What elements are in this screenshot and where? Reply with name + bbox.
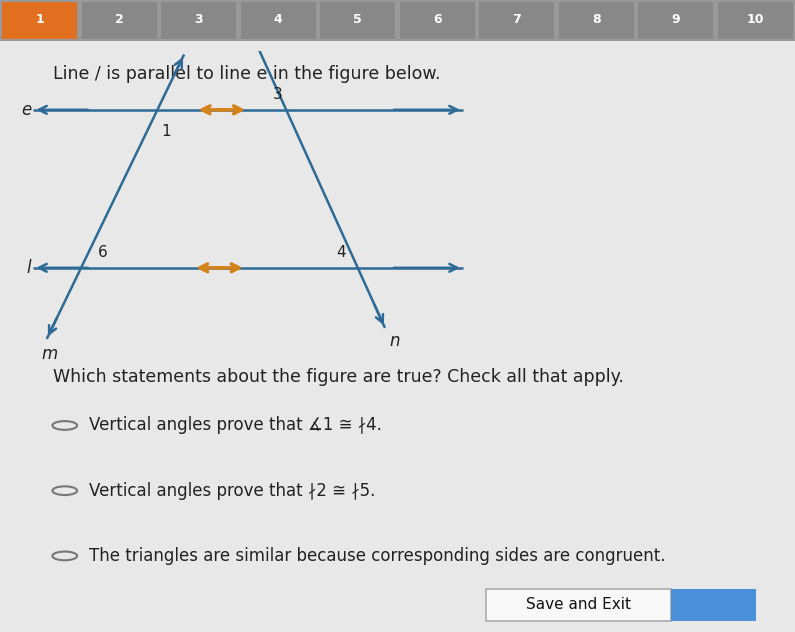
Text: 6: 6	[433, 13, 441, 26]
Text: Vertical angles prove that ∤2 ≅ ∤5.: Vertical angles prove that ∤2 ≅ ∤5.	[90, 482, 376, 500]
Text: 9: 9	[672, 13, 680, 26]
Text: n: n	[390, 332, 400, 349]
Text: Which statements about the figure are true? Check all that apply.: Which statements about the figure are tr…	[53, 368, 624, 386]
Bar	[718, 2, 793, 39]
Text: 7: 7	[512, 13, 522, 26]
Text: 6: 6	[98, 245, 107, 260]
Text: 3: 3	[195, 13, 203, 26]
Bar	[638, 2, 713, 39]
Bar	[671, 588, 756, 621]
Bar	[241, 2, 316, 39]
Bar	[320, 2, 395, 39]
Bar	[400, 2, 475, 39]
Text: Save and Exit: Save and Exit	[526, 597, 631, 612]
Bar	[82, 2, 157, 39]
Bar	[559, 2, 634, 39]
Bar	[161, 2, 236, 39]
Text: 8: 8	[592, 13, 600, 26]
Text: l: l	[26, 259, 31, 277]
Text: 5: 5	[353, 13, 363, 26]
Text: 3: 3	[273, 87, 282, 102]
Text: 10: 10	[747, 13, 764, 26]
Text: 4: 4	[336, 245, 346, 260]
Text: The triangles are similar because corresponding sides are congruent.: The triangles are similar because corres…	[90, 547, 666, 565]
FancyBboxPatch shape	[486, 588, 671, 621]
Text: 1: 1	[161, 124, 171, 139]
Text: m: m	[41, 345, 57, 363]
Text: Line / is parallel to line e in the figure below.: Line / is parallel to line e in the figu…	[53, 64, 440, 83]
Text: e: e	[21, 101, 31, 119]
Bar	[479, 2, 554, 39]
Text: 4: 4	[273, 13, 283, 26]
Text: Vertical angles prove that ∡1 ≅ ∤4.: Vertical angles prove that ∡1 ≅ ∤4.	[90, 416, 382, 434]
Text: 2: 2	[114, 13, 124, 26]
Bar	[2, 2, 77, 39]
Text: 1: 1	[35, 13, 45, 26]
